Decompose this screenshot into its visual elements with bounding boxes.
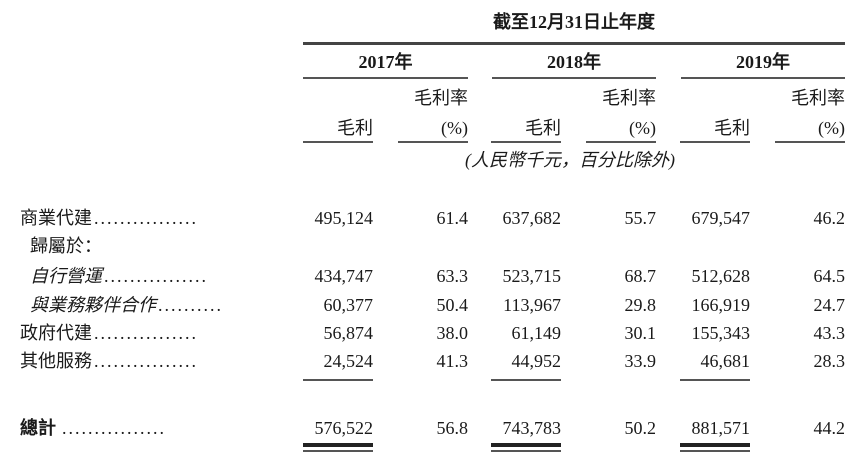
leader-dots: .......... [158, 295, 223, 315]
row-value: 637,682 [502, 208, 562, 228]
year-rule-2018 [492, 77, 656, 79]
total-value: 881,571 [691, 418, 751, 438]
row-label-cell: 商業代建................ [20, 208, 198, 228]
year-2019: 2019年 [736, 52, 790, 72]
total-double-rule [491, 443, 561, 447]
column-header-rule [775, 141, 845, 143]
leader-dots: ................ [94, 323, 198, 343]
subtotal-rule [680, 379, 750, 381]
total-double-rule [303, 443, 373, 447]
row-value: 60,377 [323, 295, 374, 315]
year-2018: 2018年 [547, 52, 601, 72]
row-value: 155,343 [691, 323, 751, 343]
column-header-rule [586, 141, 656, 143]
gross-profit-header: 毛利 [714, 118, 750, 138]
row-value: 61.4 [436, 208, 469, 228]
row-value: 56,874 [323, 323, 374, 343]
row-label-cell: 歸屬於： [30, 236, 102, 256]
row-value: 50.4 [436, 295, 469, 315]
total-value: 50.2 [624, 418, 657, 438]
year-rule-2017 [303, 77, 468, 79]
row-value: 434,747 [314, 266, 374, 286]
margin-header-line1: 毛利率 [414, 88, 468, 108]
row-label: 自行營運 [30, 266, 102, 286]
column-header-rule [398, 141, 468, 143]
row-value: 55.7 [624, 208, 657, 228]
period-title: 截至12月31日止年度 [493, 12, 655, 32]
row-label: 與業務夥伴合作 [30, 295, 156, 315]
margin-header-line1: 毛利率 [791, 88, 845, 108]
unit-note: (人民幣千元，百分比除外) [465, 150, 675, 170]
row-value: 63.3 [436, 266, 469, 286]
total-double-rule [491, 450, 561, 452]
total-label-cell: 總計 ................ [20, 418, 166, 438]
row-label-cell: 與業務夥伴合作.......... [30, 295, 223, 315]
row-label: 其他服務 [20, 351, 92, 371]
row-value: 523,715 [502, 266, 562, 286]
leader-dots: ................ [94, 208, 198, 228]
row-value: 46,681 [700, 351, 751, 371]
row-label: 政府代建 [20, 323, 92, 343]
row-value: 64.5 [813, 266, 846, 286]
margin-header-line2: (%) [629, 118, 656, 138]
row-value: 44,952 [511, 351, 562, 371]
row-value: 24,524 [323, 351, 374, 371]
row-label: 歸屬於： [30, 236, 102, 256]
total-double-rule [680, 443, 750, 447]
row-value: 113,967 [503, 295, 561, 315]
column-header-rule [491, 141, 561, 143]
row-value: 41.3 [436, 351, 469, 371]
row-value: 679,547 [691, 208, 751, 228]
year-2017: 2017年 [358, 52, 413, 72]
total-double-rule [680, 450, 750, 452]
leader-dots: ................ [62, 418, 166, 438]
row-value: 24.7 [813, 295, 846, 315]
leader-dots: ................ [94, 351, 198, 371]
total-value: 56.8 [436, 418, 469, 438]
row-value: 68.7 [624, 266, 657, 286]
row-label: 商業代建 [20, 208, 92, 228]
row-value: 166,919 [691, 295, 751, 315]
row-value: 43.3 [813, 323, 846, 343]
header-top-rule [303, 42, 845, 45]
total-value: 44.2 [813, 418, 846, 438]
row-value: 495,124 [314, 208, 374, 228]
margin-header-line2: (%) [441, 118, 468, 138]
total-double-rule [303, 450, 373, 452]
row-value: 46.2 [813, 208, 846, 228]
total-value: 743,783 [502, 418, 562, 438]
column-header-rule [680, 141, 750, 143]
year-rule-2019 [681, 77, 845, 79]
gross-profit-header: 毛利 [525, 118, 561, 138]
total-label: 總計 [20, 418, 56, 438]
subtotal-rule [303, 379, 373, 381]
row-value: 30.1 [624, 323, 657, 343]
gross-profit-header: 毛利 [337, 118, 373, 138]
total-value: 576,522 [314, 418, 374, 438]
row-label-cell: 自行營運................ [30, 266, 208, 286]
row-value: 33.9 [624, 351, 657, 371]
row-value: 38.0 [436, 323, 469, 343]
subtotal-rule [491, 379, 561, 381]
row-value: 29.8 [624, 295, 657, 315]
margin-header-line1: 毛利率 [602, 88, 656, 108]
column-header-rule [303, 141, 373, 143]
row-label-cell: 其他服務................ [20, 351, 198, 371]
row-value: 61,149 [511, 323, 562, 343]
row-value: 512,628 [691, 266, 751, 286]
margin-header-line2: (%) [818, 118, 845, 138]
leader-dots: ................ [104, 266, 208, 286]
row-label-cell: 政府代建................ [20, 323, 198, 343]
row-value: 28.3 [813, 351, 846, 371]
